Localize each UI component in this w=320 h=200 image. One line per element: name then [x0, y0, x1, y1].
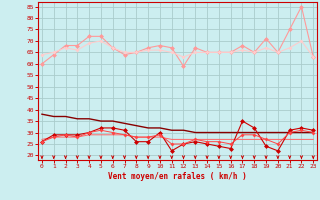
X-axis label: Vent moyen/en rafales ( km/h ): Vent moyen/en rafales ( km/h ) [108, 172, 247, 181]
